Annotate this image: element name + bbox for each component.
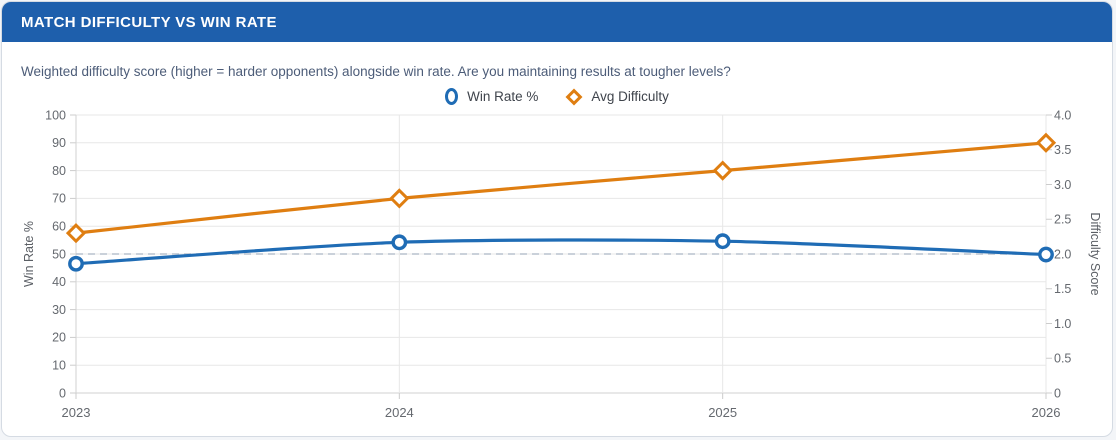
right-axis-tick-label: 0 (1054, 386, 1061, 400)
left-axis-title: Win Rate % (22, 221, 36, 287)
right-axis-tick-label: 4.0 (1054, 110, 1071, 122)
left-axis-tick-label: 40 (52, 275, 66, 289)
right-axis-tick-label: 3.5 (1054, 143, 1071, 157)
right-axis-tick-label: 2.5 (1054, 213, 1071, 227)
left-axis-tick-label: 10 (52, 359, 66, 373)
chart-legend: Win Rate % Avg Difficulty (2, 88, 1112, 105)
left-axis-tick-label: 90 (52, 136, 66, 150)
data-point-avg-difficulty[interactable] (389, 188, 410, 209)
left-axis-tick-label: 50 (52, 247, 66, 261)
right-axis-tick-label: 1.0 (1054, 317, 1071, 331)
left-axis-tick-label: 30 (52, 303, 66, 317)
legend-item-win-rate[interactable]: Win Rate % (445, 88, 538, 105)
series-line-avg-difficulty (74, 141, 1048, 235)
series-line-win-rate (74, 238, 1048, 266)
avg-difficulty-marker-icon (565, 88, 583, 105)
left-axis-tick-label: 0 (59, 386, 66, 400)
data-point-avg-difficulty[interactable] (712, 160, 733, 181)
x-axis-tick-label: 2023 (62, 405, 91, 420)
left-axis-tick-label: 100 (45, 110, 66, 122)
right-axis-tick-label: 2.0 (1054, 247, 1071, 261)
right-axis-title: Difficulty Score (1088, 212, 1102, 295)
data-point-win-rate[interactable] (714, 233, 731, 250)
right-axis-tick-label: 3.0 (1054, 178, 1071, 192)
data-point-win-rate[interactable] (68, 255, 84, 272)
legend-label-win-rate: Win Rate % (467, 89, 539, 104)
left-axis-tick-label: 20 (52, 331, 66, 345)
legend-label-avg-difficulty: Avg Difficulty (591, 89, 669, 104)
page-title: MATCH DIFFICULTY VS WIN RATE (21, 13, 277, 31)
line-chart: 0 10 20 30 40 50 60 70 80 90 100 2023 2024 2025 2026 0 0… (22, 110, 1102, 420)
left-axis-tick-label: 80 (52, 164, 66, 178)
data-point-win-rate[interactable] (391, 234, 408, 251)
card-header: MATCH DIFFICULTY VS WIN RATE (2, 2, 1112, 42)
right-axis-tick-label: 0.5 (1054, 352, 1071, 366)
legend-item-avg-difficulty[interactable]: Avg Difficulty (565, 88, 669, 105)
win-rate-marker-icon (445, 88, 459, 105)
x-axis-tick-label: 2024 (385, 405, 414, 420)
right-axis-tick-label: 1.5 (1054, 282, 1071, 296)
data-point-avg-difficulty[interactable] (1035, 132, 1057, 153)
chart-subtitle: Weighted difficulty score (higher = hard… (21, 64, 731, 79)
data-point-avg-difficulty[interactable] (65, 223, 87, 244)
left-axis-tick-label: 60 (52, 220, 66, 234)
x-axis-tick-label: 2025 (708, 405, 737, 420)
data-point-win-rate[interactable] (1038, 246, 1054, 263)
x-axis-tick-label: 2026 (1032, 405, 1061, 420)
left-axis-tick-label: 70 (52, 192, 66, 206)
